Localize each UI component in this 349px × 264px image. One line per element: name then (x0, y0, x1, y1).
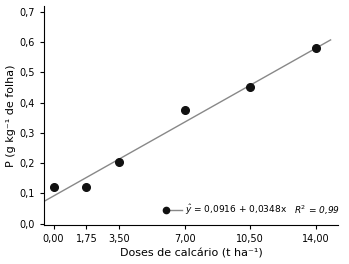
Point (313, 46, 318, 50)
X-axis label: Doses de calcário (t ha⁻¹): Doses de calcário (t ha⁻¹) (120, 248, 262, 258)
Point (182, 108, 187, 112)
Y-axis label: P (g kg⁻¹ de folha): P (g kg⁻¹ de folha) (6, 64, 16, 167)
Text: $\hat{y}$ = 0,0916 + 0,0348x: $\hat{y}$ = 0,0916 + 0,0348x (185, 202, 287, 217)
Text: $R^2$ = 0,99: $R^2$ = 0,99 (294, 203, 340, 216)
Point (116, 159, 122, 164)
Point (51, 185, 57, 190)
Point (247, 85, 253, 89)
Point (83, 185, 89, 190)
